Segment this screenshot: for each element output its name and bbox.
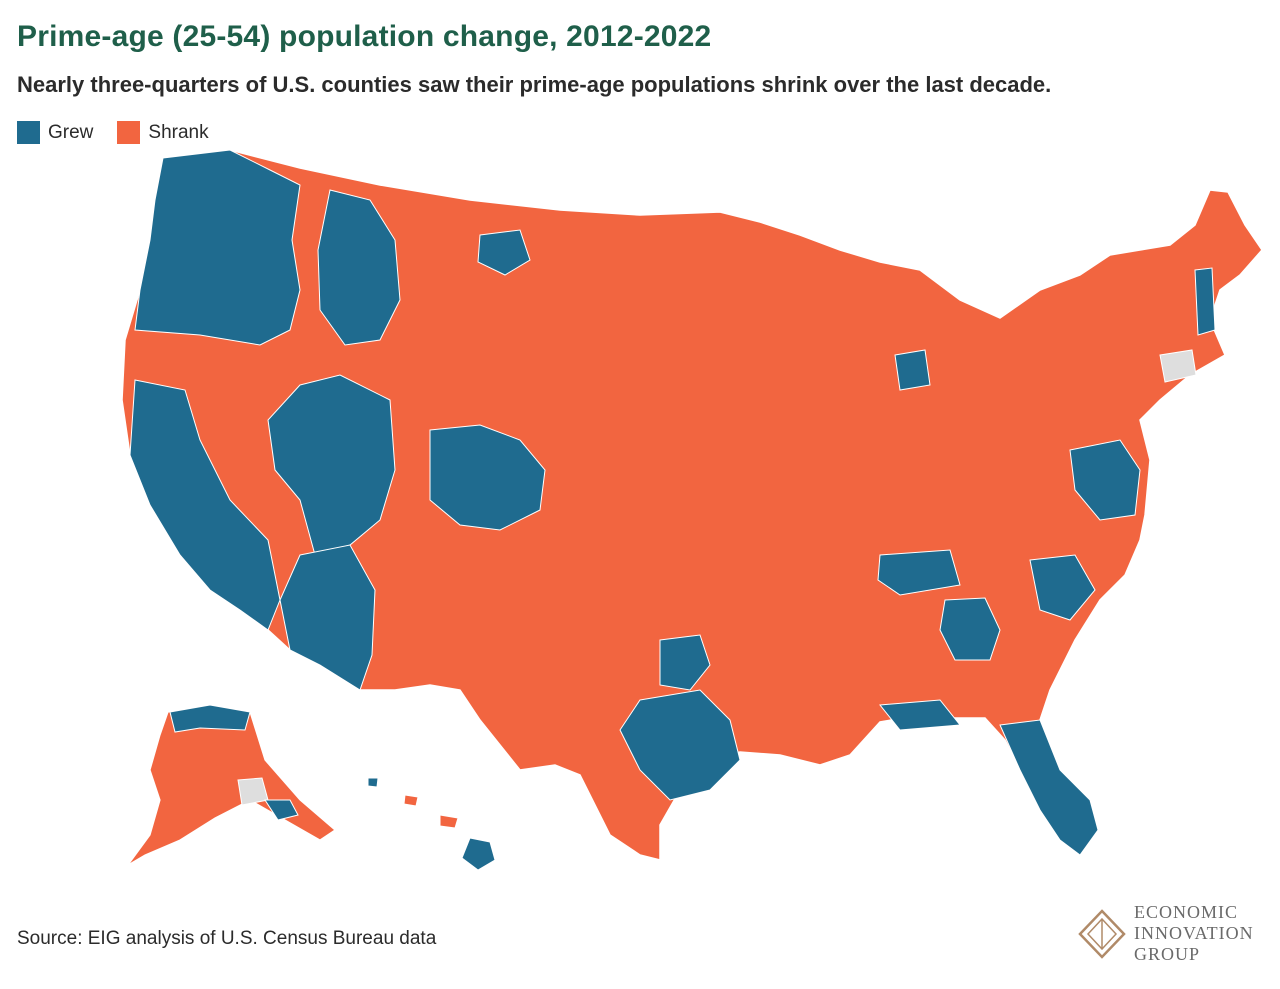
chart-subtitle: Nearly three-quarters of U.S. counties s… <box>17 72 1052 97</box>
region-idaho-montana-grew <box>317 189 401 346</box>
region-florida-grew <box>999 719 1099 856</box>
region-north-dakota-grew <box>477 229 531 276</box>
region-virginia-dc-grew <box>1069 439 1141 521</box>
region-texas-panhandle-grew <box>659 634 711 691</box>
alaska-anchorage-grew <box>169 704 251 733</box>
legend-item-grew: Grew <box>17 121 93 144</box>
region-tennessee-grew <box>877 549 961 596</box>
alaska-no-data <box>237 777 269 806</box>
hawaii-kauai <box>367 777 379 788</box>
diamond-logo-icon <box>1078 908 1126 959</box>
region-arizona-grew <box>279 544 376 691</box>
hawaii-oahu <box>403 794 419 807</box>
county-layer <box>121 149 1263 871</box>
legend-label-shrank: Shrank <box>148 121 209 143</box>
logo-wordmark: ECONOMIC INNOVATION GROUP <box>1134 902 1254 965</box>
legend: Grew Shrank <box>17 121 209 144</box>
region-carolinas-grew <box>1029 554 1096 621</box>
logo-line-3: GROUP <box>1134 944 1201 964</box>
legend-label-grew: Grew <box>48 121 94 143</box>
hawaii-big-island <box>461 837 496 871</box>
region-connecticut-no-data <box>1159 349 1197 383</box>
chart-title: Prime-age (25-54) population change, 201… <box>17 20 712 53</box>
logo-line-2: INNOVATION <box>1134 923 1254 943</box>
source-note: Source: EIG analysis of U.S. Census Bure… <box>17 928 437 949</box>
legend-swatch-grew <box>17 121 40 144</box>
logo-line-1: ECONOMIC <box>1134 902 1239 922</box>
hawaii-maui <box>439 814 459 829</box>
region-georgia-atlanta-grew <box>939 597 1001 661</box>
us-county-map <box>121 149 1263 871</box>
region-california-grew <box>129 379 281 631</box>
region-gulf-coast-grew <box>879 699 961 731</box>
region-michigan-grew <box>894 349 931 391</box>
legend-swatch-shrank <box>117 121 141 144</box>
region-colorado-grew <box>429 424 546 531</box>
region-new-england-grew <box>1194 267 1216 336</box>
region-texas-triangle-grew <box>619 689 741 801</box>
legend-item-shrank: Shrank <box>117 121 209 144</box>
alaska-panhandle-grew <box>264 799 299 821</box>
eig-logo: ECONOMIC INNOVATION GROUP <box>1078 902 1254 965</box>
region-pacific-northwest-grew <box>134 149 301 346</box>
alaska <box>127 704 336 866</box>
